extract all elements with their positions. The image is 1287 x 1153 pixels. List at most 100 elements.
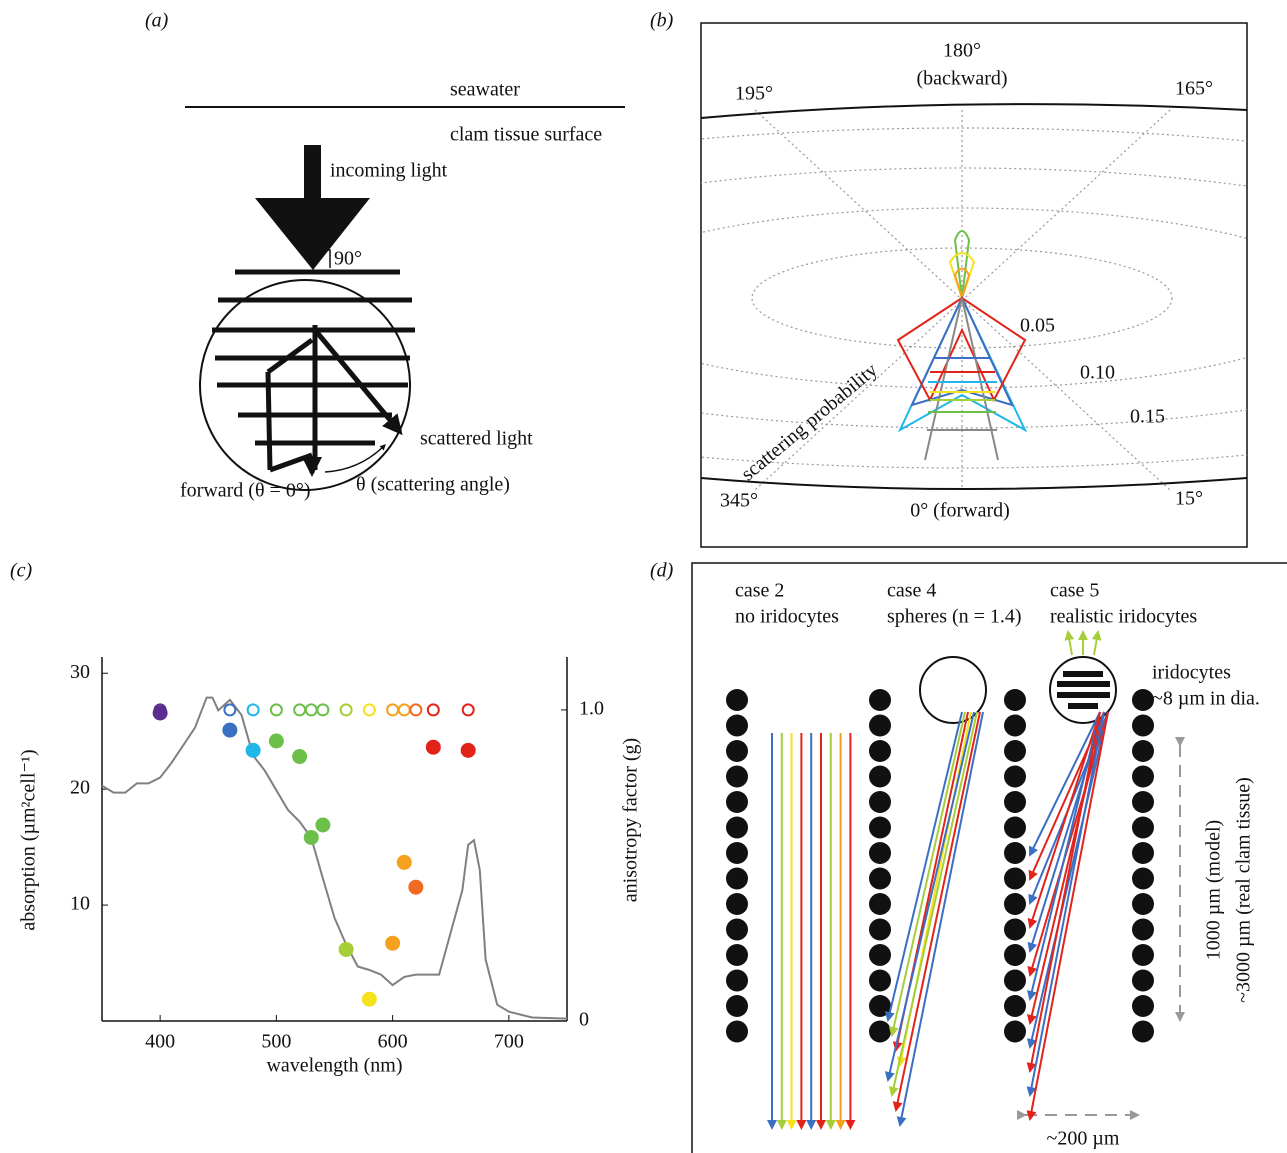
cell [869,995,891,1017]
cell [1132,740,1154,762]
open-point [426,703,440,717]
cell [1004,867,1026,890]
open-point [386,703,400,717]
panel-frame [700,22,1248,548]
open-point [461,703,475,717]
cell [869,714,891,737]
ray [1026,711,1109,1049]
angle-arrow [324,444,386,473]
sphere [919,656,987,724]
arrow-shaft [304,145,321,200]
cell [726,867,748,890]
cell [1004,689,1026,711]
label: no iridocytes [735,606,839,628]
label: incoming light [330,160,448,182]
filled-point [268,733,284,749]
open-point [409,703,423,717]
cell [869,765,891,788]
cell [1132,893,1154,915]
label: 90° [334,248,362,270]
label: iridocytes [1152,662,1231,684]
cell [869,893,891,915]
open-point [397,703,411,717]
platelets [1057,671,1110,709]
ray [888,711,966,1037]
ray [1026,711,1101,1073]
ray [896,711,984,1127]
cell [1004,816,1026,839]
cell [869,842,891,864]
filled-point [396,854,412,870]
label: realistic iridocytes [1050,606,1197,628]
cell [1004,918,1026,941]
cell [726,893,748,915]
label: 0.15 [1130,406,1165,428]
chart-c: 400 500 600 700 10 20 30 0 1.0 wavelength (nm) abs… [18,657,642,1077]
y-axis-label: absorption (µm²cell⁻¹) [18,749,40,930]
cell [726,740,748,762]
y2-axis-label: anisotropy factor (g) [620,738,642,902]
filled-point [315,817,331,833]
cell [1132,944,1154,966]
x-tick-label: 500 [261,1031,291,1053]
cell [869,944,891,966]
open-point [304,703,318,717]
label: forward (θ = 0°) [180,480,310,502]
y2-tick-label: 0 [579,1009,589,1031]
cell [1132,791,1154,813]
x-tick-label: 700 [494,1031,524,1053]
cell [1004,1020,1026,1043]
panel-label: (a) [145,10,169,32]
cell [726,816,748,839]
open-point [269,703,283,717]
cell [869,740,891,762]
panel-d: case 2 no iridocytes case 4 spheres (n =… [691,562,1287,1153]
ray [1029,711,1101,857]
filled-point [303,829,319,845]
reflected-rays [1064,630,1102,656]
label: ~3000 µm (real clam tissue) [1233,777,1255,1003]
ray [884,711,975,1082]
open-point [316,703,330,717]
filled-point [152,705,168,721]
cell [869,1020,891,1043]
label: 165° [1175,78,1213,100]
ray [1027,711,1101,929]
label: 1000 µm (model) [1203,820,1225,960]
label: ~200 µm [1047,1128,1120,1150]
iridocyte-circle [199,279,411,491]
cell [1132,816,1154,839]
cell [726,765,748,788]
cell [869,867,891,890]
open-point [293,703,307,717]
label: ~8 µm in dia. [1152,688,1260,710]
label: 0.10 [1080,362,1115,384]
panel-a: seawater clam tissue surface incoming li… [180,79,625,502]
arrow-head [255,198,370,270]
filled-point [361,991,377,1007]
panel-b: 180° (backward) 195° 165° 0.05 0.10 0.15… [700,22,1248,548]
cell [1004,995,1026,1017]
cell [726,842,748,864]
label: case 5 [1050,580,1099,602]
cell [1132,689,1154,711]
label: case 4 [887,580,936,602]
label: 180° [943,40,981,62]
cell [1004,714,1026,737]
ray [1026,711,1109,1121]
filled-point [408,879,424,895]
cell [726,918,748,941]
cell [726,995,748,1017]
cell [1132,714,1154,737]
panel-frame [691,562,1287,1153]
open-point [339,703,353,717]
cell [1132,1020,1154,1043]
label: θ (scattering angle) [356,474,510,496]
cell [1132,918,1154,941]
x-tick-label: 400 [145,1031,175,1053]
cell [1004,893,1026,915]
absorption-line [101,696,568,1020]
panel-label: (d) [650,560,674,582]
cell [1004,740,1026,762]
